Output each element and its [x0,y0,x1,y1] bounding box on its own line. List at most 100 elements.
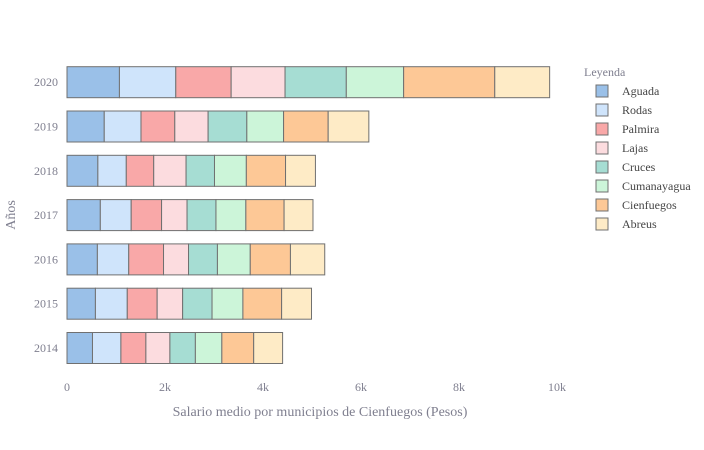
bar-2019-abreus[interactable] [327,110,370,143]
legend-label: Cumanayagua [622,179,691,193]
legend-item-abreus[interactable]: Abreus [595,217,657,231]
y-tick-label: 2017 [34,208,58,222]
y-tick-labels: 2014 2015 2016 2017 2018 2019 2020 [34,75,58,355]
bar-2019-palmira[interactable] [140,110,176,143]
bar-2019-cienfuegos[interactable] [283,110,329,143]
bar-2019-cumanayagua[interactable] [246,110,285,143]
bar-2019-cruces[interactable] [207,110,248,143]
bar-2015-aguada[interactable] [66,287,96,320]
bar-2018-palmira[interactable] [125,154,155,187]
bar-2017-lajas[interactable] [161,199,188,232]
legend-label: Palmira [622,122,660,136]
bar-2020-cruces[interactable] [284,66,347,99]
legend-label: Lajas [622,141,648,155]
y-tick-label: 2016 [34,252,58,266]
bar-2016-palmira[interactable] [128,243,165,276]
x-tick-labels: 0 2k 4k 6k 8k 10k [64,380,566,394]
bar-2019-lajas[interactable] [174,110,209,143]
x-tick-label: 4k [257,380,269,394]
bar-2014-aguada[interactable] [66,332,93,364]
x-tick-label: 10k [548,380,566,394]
legend-label: Rodas [622,103,652,117]
bar-2016-abreus[interactable] [289,243,326,276]
bar-2017-abreus[interactable] [283,199,314,232]
bar-2015-cruces[interactable] [182,287,213,320]
bar-2020-rodas[interactable] [118,66,177,99]
bar-2016-cumanayagua[interactable] [216,243,251,276]
bar-2020-palmira[interactable] [175,66,232,99]
legend-title: Leyenda [584,65,626,79]
legend-swatch [595,160,609,174]
bar-2014-lajas[interactable] [145,332,171,364]
y-tick-label: 2014 [34,341,58,355]
legend-swatch [595,84,609,98]
x-tick-label: 8k [453,380,465,394]
legend-swatch [595,198,609,212]
legend-swatch [595,122,609,136]
bar-2017-cumanayagua[interactable] [215,199,247,232]
legend-item-cruces[interactable]: Cruces [595,160,656,174]
y-tick-label: 2018 [34,164,58,178]
bar-2016-rodas[interactable] [96,243,130,276]
bar-2015-cumanayagua[interactable] [211,287,244,320]
legend-item-palmira[interactable]: Palmira [595,122,660,136]
bar-2018-aguada[interactable] [66,154,99,187]
bar-2016-aguada[interactable] [66,243,98,276]
bar-2016-cruces[interactable] [188,243,218,276]
bar-2014-rodas[interactable] [91,332,122,364]
legend-item-rodas[interactable]: Rodas [595,103,652,117]
y-axis-title: Años [4,200,19,230]
y-tick-label: 2019 [34,120,58,134]
legend-item-cienfuegos[interactable]: Cienfuegos [595,198,677,212]
bar-2017-cruces[interactable] [186,199,217,232]
legend-item-lajas[interactable]: Lajas [595,141,648,155]
bar-2019-rodas[interactable] [103,110,142,143]
bar-2015-rodas[interactable] [94,287,128,320]
bar-2018-cumanayagua[interactable] [213,154,247,187]
bar-2018-cruces[interactable] [185,154,215,187]
legend-swatch [595,179,609,193]
legend-label: Aguada [622,84,660,98]
bar-2020-abreus[interactable] [494,66,551,99]
legend-item-aguada[interactable]: Aguada [595,84,660,98]
bar-2018-lajas[interactable] [153,154,187,187]
legend-label: Cienfuegos [622,198,677,212]
bar-2017-aguada[interactable] [66,199,101,232]
bar-2016-cienfuegos[interactable] [249,243,291,276]
x-axis-title: Salario medio por municipios de Cienfueg… [173,405,468,420]
bar-2015-lajas[interactable] [156,287,184,320]
legend-label: Abreus [622,217,657,231]
bar-2015-palmira[interactable] [126,287,158,320]
bar-2017-cienfuegos[interactable] [245,199,285,232]
bar-2020-cienfuegos[interactable] [403,66,496,99]
legend-label: Cruces [622,160,656,174]
bars-layer [66,66,551,364]
bar-2017-palmira[interactable] [130,199,163,232]
legend-swatch [595,141,609,155]
bar-2020-cumanayagua[interactable] [345,66,405,99]
bar-2015-abreus[interactable] [281,287,313,320]
bar-2014-cruces[interactable] [169,332,196,364]
bar-2018-rodas[interactable] [97,154,127,187]
bar-2014-cienfuegos[interactable] [221,332,255,364]
bar-2016-lajas[interactable] [163,243,190,276]
bar-2015-cienfuegos[interactable] [242,287,283,320]
legend-swatch [595,217,609,231]
x-tick-label: 2k [159,380,171,394]
x-tick-label: 6k [355,380,367,394]
bar-2014-cumanayagua[interactable] [194,332,223,364]
legend-item-cumanayagua[interactable]: Cumanayagua [595,179,691,193]
bar-2019-aguada[interactable] [66,110,105,143]
y-tick-label: 2020 [34,75,58,89]
x-tick-label: 0 [64,380,70,394]
legend-swatch [595,103,609,117]
bar-2018-cienfuegos[interactable] [245,154,287,187]
bar-2020-lajas[interactable] [230,66,286,99]
y-tick-label: 2015 [34,297,58,311]
bar-2014-palmira[interactable] [120,332,147,364]
bar-2020-aguada[interactable] [66,66,120,99]
bar-2017-rodas[interactable] [99,199,132,232]
bar-2014-abreus[interactable] [253,332,284,364]
bar-2018-abreus[interactable] [285,154,316,187]
